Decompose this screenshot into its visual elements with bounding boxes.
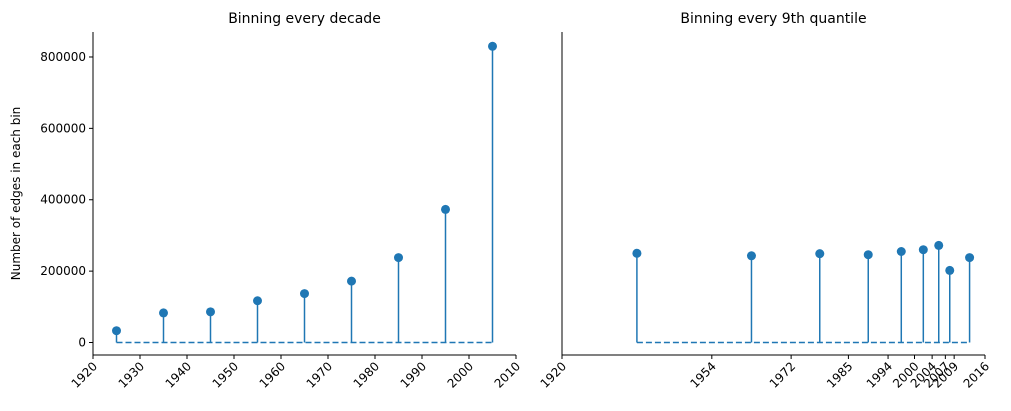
- stem-marker: [918, 245, 928, 255]
- y-axis-label: Number of edges in each bin: [9, 107, 23, 281]
- x-tick-label: 1960: [257, 359, 288, 390]
- x-tick-label: 1920: [69, 359, 100, 390]
- x-tick-label: 1980: [351, 359, 382, 390]
- x-tick-label: 1920: [538, 359, 569, 390]
- stem-marker: [934, 240, 944, 250]
- stem-marker: [965, 253, 975, 263]
- stem-marker: [863, 250, 873, 260]
- stem-marker: [746, 251, 756, 261]
- y-tick-label: 0: [78, 336, 86, 350]
- stem-marker: [896, 246, 906, 256]
- stem-marker: [112, 326, 121, 336]
- stem-marker: [206, 307, 215, 317]
- y-tick-label: 600000: [40, 121, 86, 135]
- chart-title: Binning every 9th quantile: [680, 11, 866, 27]
- x-tick-label: 1940: [163, 359, 194, 390]
- x-tick-label: 2009: [930, 359, 961, 390]
- y-tick-label: 800000: [40, 50, 86, 64]
- x-tick-label: 1970: [304, 359, 335, 390]
- stem-marker: [815, 249, 825, 259]
- y-tick-label: 400000: [40, 193, 86, 207]
- subplot-2: Binning every 9th quantile 1920 1954 1972 19…: [538, 11, 992, 391]
- chart-title: Binning every decade: [228, 11, 381, 27]
- x-tick-label: 1990: [398, 359, 429, 390]
- x-tick-label: 2010: [492, 359, 523, 390]
- stem-marker: [488, 41, 497, 51]
- x-tick-label: 1985: [824, 359, 855, 390]
- x-tick-label: 1930: [116, 359, 147, 390]
- x-tick-label: 1994: [864, 359, 895, 390]
- x-tick-label: 2000: [445, 359, 476, 390]
- x-tick-label: 1972: [767, 359, 798, 390]
- stem-marker: [394, 253, 403, 263]
- x-tick-label: 1950: [210, 359, 241, 390]
- y-tick-label: 200000: [40, 264, 86, 278]
- stem-marker: [347, 276, 356, 286]
- x-tick-label: 1954: [687, 359, 718, 390]
- stem-marker: [253, 296, 262, 306]
- stem-marker: [632, 248, 642, 258]
- subplot-1: Binning every decade 0 200000 400000 600000 8…: [9, 11, 523, 391]
- stem-marker: [159, 308, 168, 318]
- stem-marker: [945, 265, 955, 275]
- stem-marker: [441, 204, 450, 214]
- x-tick-label: 2016: [961, 359, 992, 390]
- stem-marker: [300, 289, 309, 299]
